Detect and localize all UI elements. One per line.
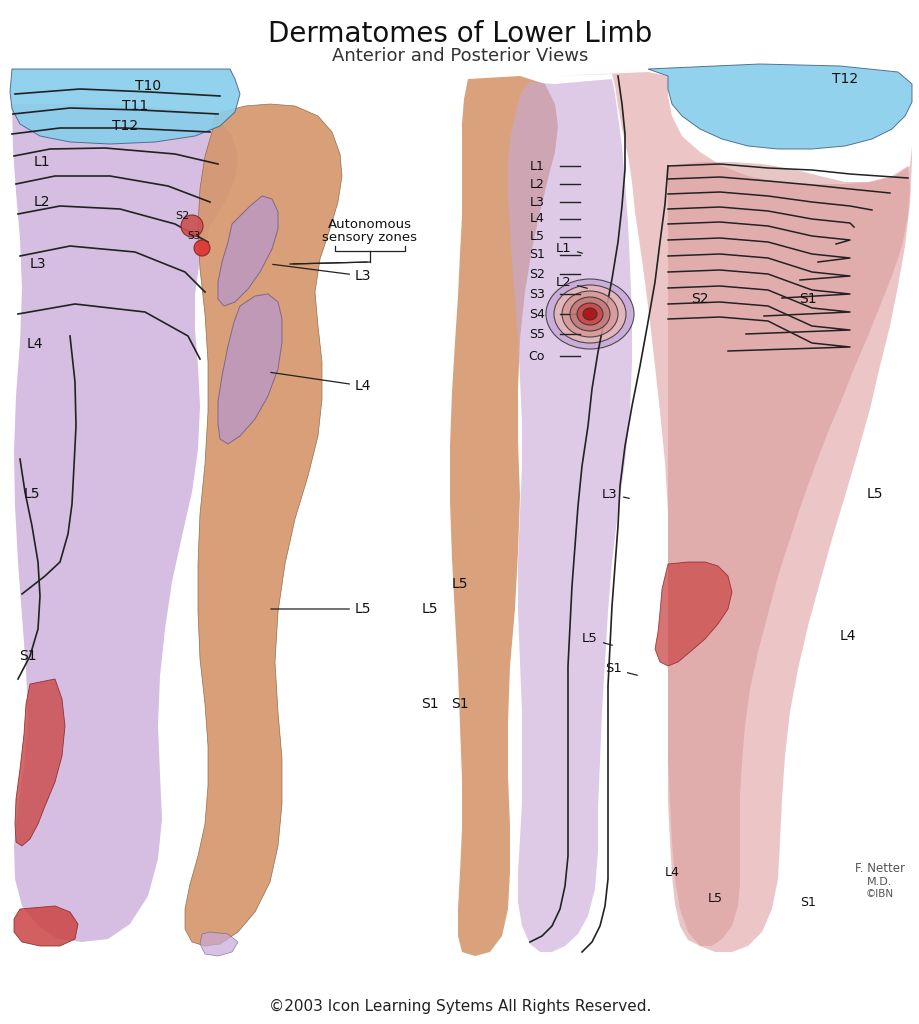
Text: sensory zones: sensory zones	[323, 231, 417, 245]
Text: L5: L5	[24, 487, 40, 501]
Ellipse shape	[553, 285, 625, 343]
Polygon shape	[14, 906, 78, 946]
Text: S1: S1	[605, 663, 637, 676]
Polygon shape	[554, 72, 911, 952]
Text: ©2003 Icon Learning Sytems All Rights Reserved.: ©2003 Icon Learning Sytems All Rights Re…	[268, 998, 651, 1014]
Text: L3: L3	[272, 264, 371, 283]
Text: L2: L2	[529, 177, 544, 190]
Text: L3: L3	[29, 257, 46, 271]
Text: L3: L3	[529, 196, 544, 209]
Ellipse shape	[181, 215, 203, 237]
Text: Anterior and Posterior Views: Anterior and Posterior Views	[332, 47, 587, 65]
Ellipse shape	[545, 279, 633, 349]
Polygon shape	[218, 196, 278, 306]
Text: M.D.: M.D.	[867, 877, 891, 887]
Text: S5: S5	[528, 328, 544, 341]
Text: T11: T11	[121, 99, 148, 113]
Text: S3: S3	[528, 288, 544, 300]
Polygon shape	[218, 294, 282, 444]
Text: L4: L4	[270, 373, 371, 393]
Ellipse shape	[570, 297, 609, 331]
Text: Co: Co	[528, 349, 544, 362]
Text: S2: S2	[690, 292, 708, 306]
Text: T10: T10	[135, 79, 161, 93]
Text: L4: L4	[27, 337, 43, 351]
Text: ©IBN: ©IBN	[865, 889, 893, 899]
Text: S4: S4	[528, 307, 544, 321]
Polygon shape	[449, 76, 558, 956]
Ellipse shape	[583, 308, 596, 319]
Ellipse shape	[576, 303, 602, 325]
Text: L4: L4	[839, 629, 856, 643]
Text: L4: L4	[664, 865, 679, 879]
Text: L5: L5	[529, 230, 544, 244]
Text: S2: S2	[528, 267, 544, 281]
Text: L5: L5	[582, 633, 612, 645]
Text: S1: S1	[800, 896, 815, 908]
Text: S1: S1	[450, 697, 469, 711]
Text: L5: L5	[866, 487, 882, 501]
Text: L2: L2	[34, 195, 51, 209]
Text: L1: L1	[529, 160, 544, 172]
Polygon shape	[10, 69, 240, 144]
Polygon shape	[12, 104, 238, 942]
Ellipse shape	[562, 291, 618, 337]
Text: S3: S3	[187, 231, 200, 241]
Text: S1: S1	[528, 249, 544, 261]
Text: Dermatomes of Lower Limb: Dermatomes of Lower Limb	[267, 20, 652, 48]
Text: T12: T12	[112, 119, 138, 133]
Ellipse shape	[194, 240, 210, 256]
Text: F. Netter: F. Netter	[854, 862, 904, 876]
Text: L3: L3	[602, 487, 629, 501]
Text: S2: S2	[175, 211, 189, 221]
Text: L1: L1	[34, 155, 51, 169]
Text: S1: S1	[421, 697, 438, 711]
Text: S1: S1	[799, 292, 816, 306]
Polygon shape	[507, 79, 631, 952]
Text: T12: T12	[831, 72, 857, 86]
Text: Autonomous: Autonomous	[328, 217, 412, 230]
Polygon shape	[15, 679, 65, 846]
Text: L5: L5	[451, 577, 468, 591]
Text: L2: L2	[556, 275, 586, 289]
Polygon shape	[667, 162, 909, 946]
Text: L5: L5	[421, 602, 437, 616]
Polygon shape	[185, 104, 342, 946]
Text: L4: L4	[529, 213, 544, 225]
Polygon shape	[654, 562, 732, 666]
Text: L1: L1	[556, 242, 582, 255]
Polygon shape	[647, 63, 911, 150]
Text: L5: L5	[707, 893, 721, 905]
Polygon shape	[199, 932, 238, 956]
Text: S1: S1	[19, 649, 37, 663]
Text: L5: L5	[270, 602, 371, 616]
